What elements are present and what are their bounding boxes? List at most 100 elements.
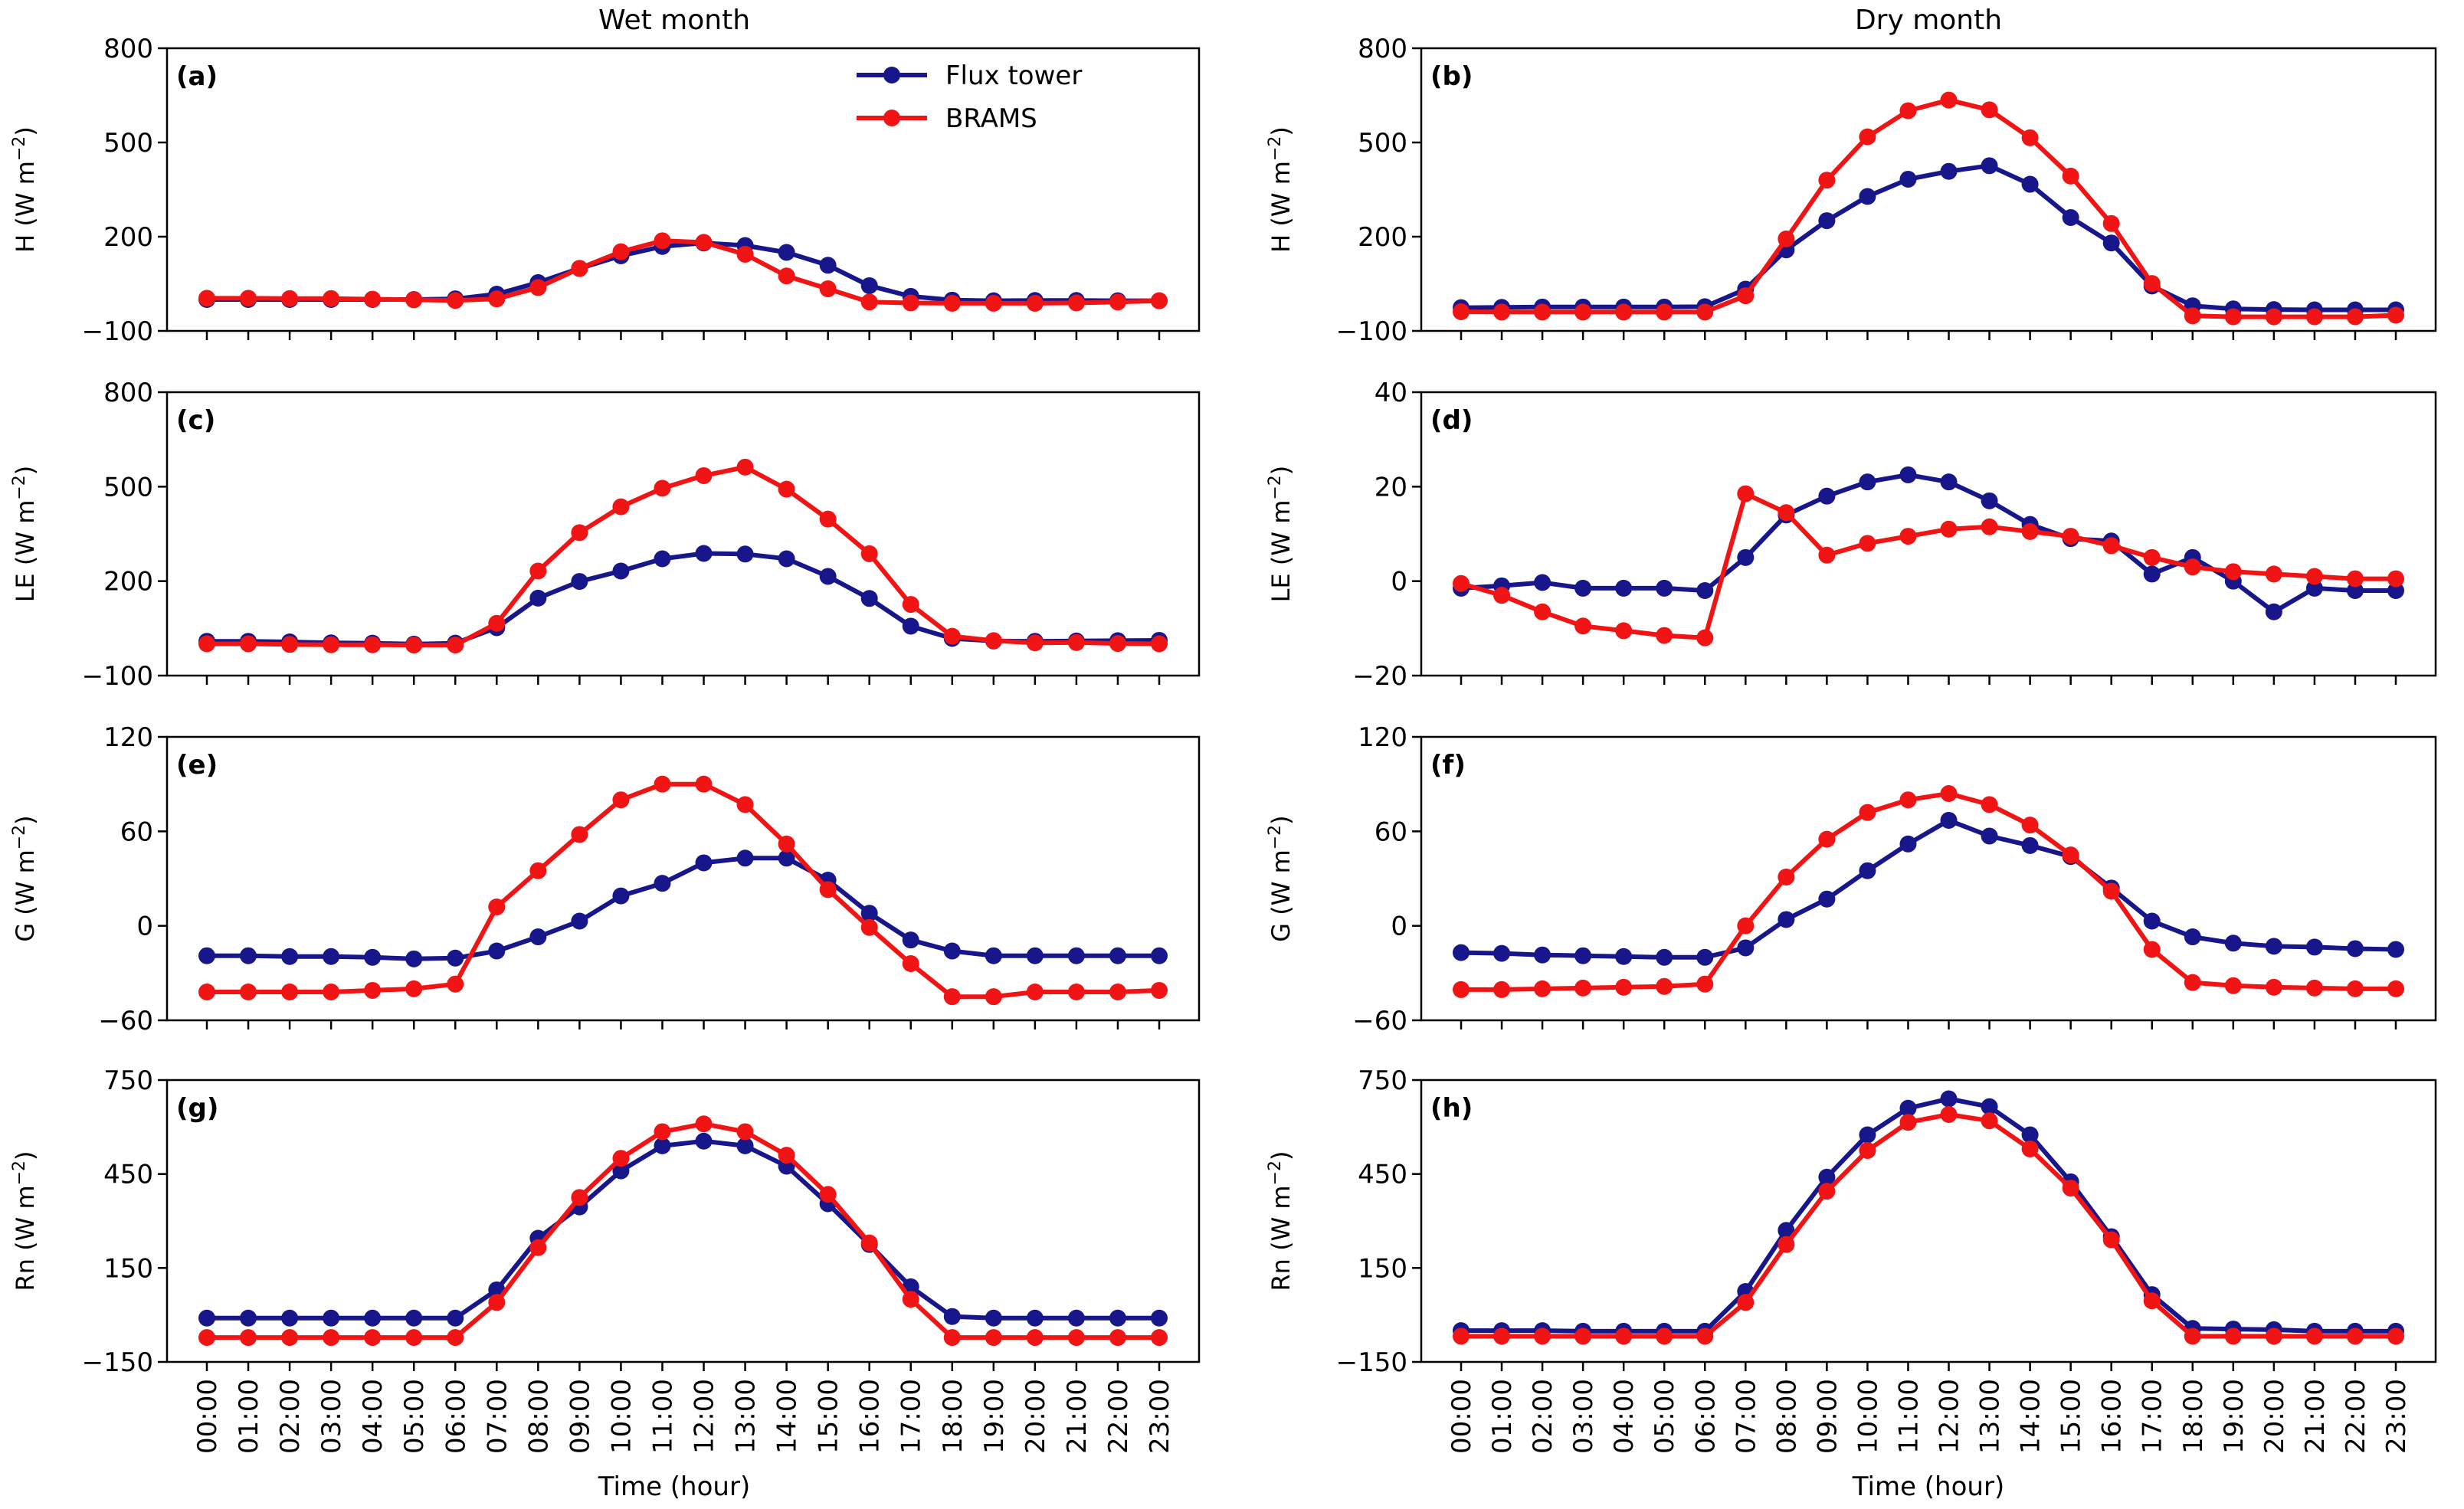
- brams-point: [1859, 128, 1876, 146]
- flux-tower-point: [736, 849, 754, 867]
- panel-label: (a): [176, 61, 218, 92]
- x-tick-label: 12:00: [690, 1379, 720, 1454]
- brams-point: [2143, 1292, 2161, 1310]
- x-tick-label: 18:00: [2178, 1379, 2209, 1454]
- brams-point: [695, 775, 713, 793]
- y-tick-label: 750: [1358, 1065, 1407, 1096]
- flux-tower-point: [1899, 170, 1917, 188]
- brams-point: [1151, 635, 1168, 653]
- flux-tower-point: [1615, 579, 1633, 597]
- x-tick-label: 01:00: [1487, 1379, 1518, 1454]
- flux-tower-point: [1899, 1099, 1917, 1117]
- brams-point: [2021, 129, 2039, 146]
- x-tick-label: 02:00: [275, 1379, 306, 1454]
- flux-tower-point: [1026, 947, 1044, 964]
- brams-point: [488, 290, 506, 308]
- brams-point: [1493, 303, 1511, 321]
- brams-point: [1109, 984, 1126, 1000]
- brams-point: [2062, 846, 2079, 864]
- plot-frame: [165, 1079, 1201, 1363]
- brams-point: [1737, 287, 1755, 305]
- x-tick-label: 08:00: [1771, 1379, 1802, 1454]
- flux-tower-point: [529, 928, 547, 946]
- brams-point: [571, 260, 588, 277]
- y-axis-label: LE (W m−2): [1266, 466, 1296, 603]
- x-tick-label: 08:00: [523, 1379, 554, 1454]
- brams-point: [1615, 1327, 1633, 1345]
- brams-point: [281, 290, 299, 307]
- x-tick-label: 06:00: [441, 1379, 471, 1454]
- brams-point: [1737, 1294, 1755, 1311]
- flux-tower-point: [778, 849, 795, 867]
- y-tick-label: 200: [103, 567, 153, 597]
- flux-tower-point: [2021, 1126, 2039, 1144]
- flux-tower-point: [612, 562, 630, 580]
- x-tick-label: 19:00: [2219, 1379, 2249, 1454]
- flux-tower-point: [1151, 1309, 1168, 1327]
- flux-tower-point: [240, 1309, 257, 1327]
- flux-tower-point: [2062, 208, 2079, 226]
- plot-frame: [165, 735, 1201, 1022]
- flux-tower-point: [198, 947, 215, 964]
- x-tick-label: 09:00: [565, 1379, 595, 1454]
- brams-point: [1574, 1327, 1592, 1345]
- brams-point: [1696, 975, 1714, 993]
- brams-point: [1818, 172, 1836, 189]
- flux-tower-point: [695, 1132, 713, 1150]
- flux-tower-point: [240, 947, 257, 964]
- column-title-dry: Dry month: [1855, 5, 2002, 36]
- brams-point: [943, 1329, 961, 1347]
- brams-point: [1493, 1327, 1511, 1345]
- y-tick-label: −100: [82, 316, 153, 347]
- brams-point: [1534, 303, 1551, 321]
- flux-tower-point: [1696, 582, 1714, 599]
- brams-point: [860, 1234, 878, 1252]
- y-tick-label: 450: [103, 1160, 153, 1190]
- x-tick-label: 15:00: [2056, 1379, 2087, 1454]
- panel-label: (b): [1430, 61, 1473, 92]
- panel-g: −150 150 450 750 Rn (W m−2) (g) 00:00 01:00 02:0…: [10, 1065, 1201, 1454]
- brams-point: [1859, 535, 1876, 552]
- flux-tower-point: [571, 912, 588, 930]
- brams-point: [1493, 980, 1511, 998]
- brams-point: [1940, 520, 1958, 538]
- flux-tower-line: [207, 241, 1159, 303]
- flux-tower-point: [2143, 565, 2161, 583]
- flux-tower-point: [1656, 948, 1673, 966]
- brams-point: [2346, 308, 2364, 326]
- x-tick-label: 21:00: [1062, 1379, 1093, 1454]
- panel-d: −20 0 20 40 LE (W m−2) (d): [1266, 378, 2437, 692]
- y-tick-label: −60: [98, 1006, 153, 1036]
- flux-tower-point: [1940, 162, 1958, 180]
- brams-point: [943, 627, 961, 645]
- brams-point: [2346, 980, 2364, 997]
- flux-tower-point: [2021, 175, 2039, 193]
- y-tick-label: 200: [103, 222, 153, 253]
- panel-b: −100 200 500 800 H (W m−2) (b): [1266, 34, 2437, 347]
- brams-point: [1981, 1112, 1998, 1130]
- x-axis-label-left: Time (hour): [598, 1471, 750, 1502]
- brams-point: [1737, 917, 1755, 935]
- brams-point: [985, 988, 1002, 1006]
- legend: Flux tower BRAMS: [857, 61, 1082, 134]
- flux-tower-point: [943, 942, 961, 960]
- brams-point: [2265, 565, 2282, 583]
- flux-tower-point: [1778, 911, 1795, 928]
- brams-point: [1534, 1327, 1551, 1345]
- flux-tower-point: [902, 617, 919, 635]
- brams-point: [2305, 568, 2323, 585]
- x-tick-label: 16:00: [855, 1379, 886, 1454]
- flux-tower-point: [1981, 157, 1998, 175]
- brams-point: [1859, 1142, 1876, 1159]
- flux-tower-point: [1818, 212, 1836, 230]
- brams-point: [2265, 308, 2282, 326]
- brams-point: [1859, 804, 1876, 821]
- brams-point: [2305, 308, 2323, 326]
- x-tick-label: 13:00: [1975, 1379, 2006, 1454]
- flux-tower-point: [1899, 835, 1917, 853]
- flux-tower-point: [198, 1309, 215, 1327]
- panel-c: −100 200 500 800 LE (W m−2) (c): [10, 378, 1201, 692]
- brams-point: [529, 562, 547, 580]
- flux-tower-point: [1859, 1126, 1876, 1144]
- brams-point: [1151, 292, 1168, 309]
